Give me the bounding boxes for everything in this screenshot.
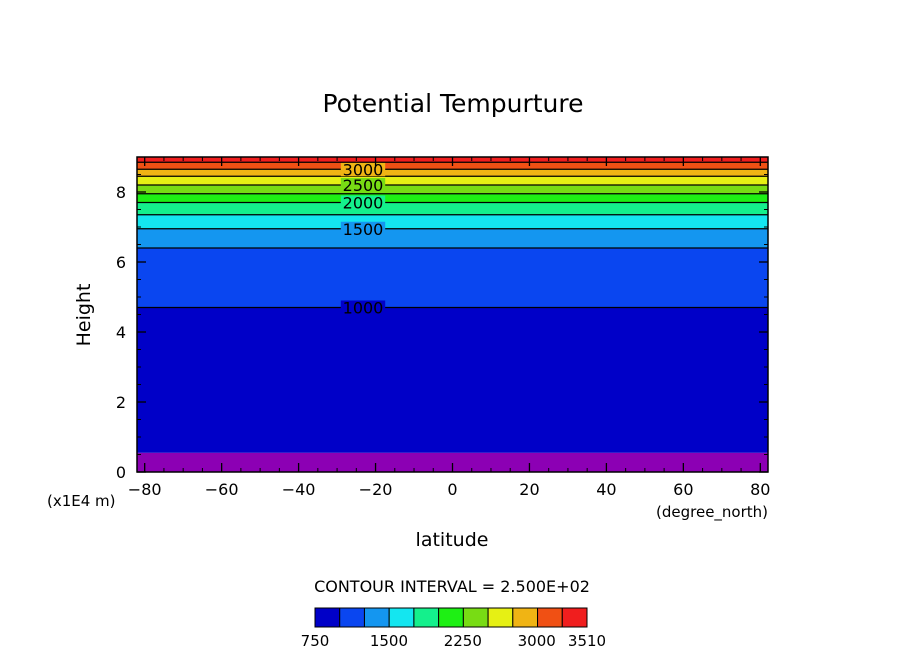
contour-label-bg-1500 [340,221,386,236]
contour-band-4 [137,214,768,229]
filled-bands [137,157,768,472]
colorbar-label: 1500 [370,632,408,650]
x-tick-label: −40 [282,480,316,499]
x-axis-label: latitude [416,529,489,551]
x-tick-label: −60 [205,480,239,499]
contour-label-1000: 1000 [343,299,384,318]
y-axis-label: Height [73,284,95,347]
contour-band-9 [137,169,768,177]
x-tick-label: 0 [447,480,457,499]
contour-interval-text: CONTOUR INTERVAL = 2.500E+02 [314,577,590,596]
colorbar-swatch-5 [438,607,464,628]
contour-band-7 [137,185,768,194]
contour-band-6 [137,193,768,203]
contour-label-2500: 2500 [343,176,384,195]
colorbar-swatch-2 [363,607,390,628]
contour-label-2000: 2000 [343,194,384,213]
colorbar-swatch-7 [487,607,514,628]
colorbar-swatch-3 [388,607,415,628]
colorbar: 750 1500 2250 3000 3510 [301,607,606,650]
y-axis: 0 2 4 6 8 [116,174,768,482]
x-axis: −80 −60 −40 −20 0 20 40 60 80 [128,157,770,499]
contour-band-8 [137,176,768,185]
colorbar-label: 750 [301,632,330,650]
contour-label-bg-2500 [340,178,386,192]
y-tick-label: 0 [116,463,126,482]
x-tick-label: −80 [128,480,162,499]
colorbar-swatch-9 [537,607,563,628]
y-axis-units: (x1E4 m) [47,492,116,510]
colorbar-label: 3000 [518,632,556,650]
contour-band-0 [137,452,768,472]
contour-label-bg-1000 [340,300,386,315]
x-tick-label: −20 [359,480,393,499]
y-tick-label: 4 [116,323,126,342]
x-tick-label: 40 [596,480,616,499]
x-axis-units: (degree_north) [656,503,768,522]
colorbar-swatch-4 [413,607,440,628]
colorbar-swatch-10 [561,607,588,628]
chart-title: Potential Tempurture [323,89,584,118]
y-tick-label: 2 [116,393,126,412]
contour-band-2 [137,248,768,308]
contour-label-3000: 3000 [343,160,384,179]
x-tick-label: 80 [750,480,770,499]
contour-band-1 [137,307,768,453]
contour-label-1500: 1500 [343,220,384,239]
y-tick-label: 6 [116,253,126,272]
x-tick-label: 20 [519,480,539,499]
contour-label-bg-2000 [340,195,386,210]
x-tick-label: 60 [673,480,693,499]
colorbar-swatch-1 [339,607,365,628]
colorbar-swatch-6 [462,607,489,628]
contour-band-3 [137,228,768,248]
colorbar-swatch-0 [314,607,341,628]
colorbar-swatch-8 [512,607,539,628]
contour-label-bg-3000 [340,162,386,177]
contour-band-5 [137,202,768,215]
y-tick-label: 8 [116,183,126,202]
colorbar-label: 3510 [568,632,606,650]
colorbar-label: 2250 [444,632,482,650]
